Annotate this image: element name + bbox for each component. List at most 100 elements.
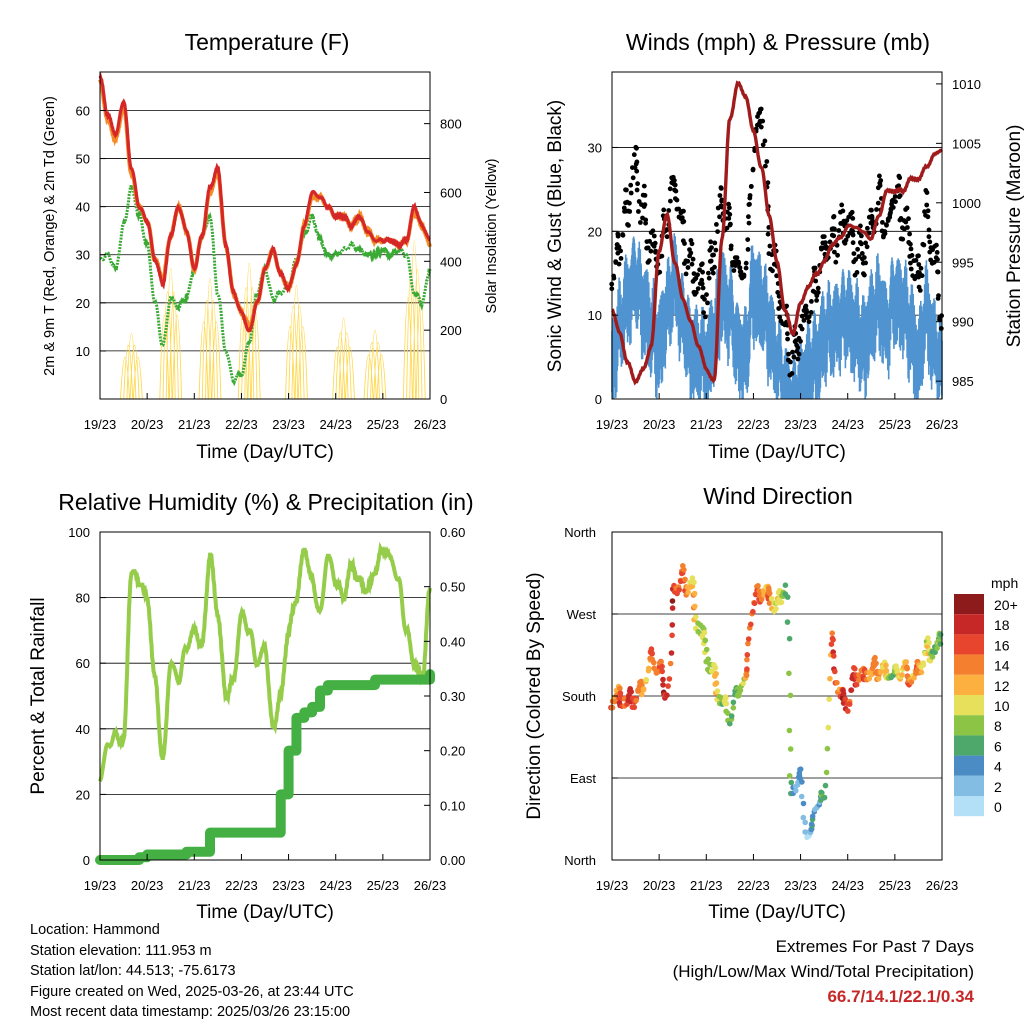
humidity-right-tick-label: 0.10 xyxy=(440,798,465,813)
time-tick-label: 21/23 xyxy=(690,878,723,893)
direction-point xyxy=(840,690,847,697)
gust-point xyxy=(727,212,733,217)
humidity-title: Relative Humidity (%) & Precipitation (i… xyxy=(58,489,473,515)
gust-point xyxy=(869,207,874,213)
direction-point xyxy=(852,666,858,672)
gust-point xyxy=(706,275,712,281)
gust-point xyxy=(784,303,789,309)
winds-xlabel: Time (Day/UTC) xyxy=(708,442,846,463)
gust-point xyxy=(620,232,626,238)
speed-legend-swatch xyxy=(954,796,984,817)
humidity-left-tick-label: 80 xyxy=(76,591,90,606)
time-tick-label: 21/23 xyxy=(690,417,723,432)
gust-point xyxy=(904,205,910,211)
gust-point xyxy=(683,271,689,277)
gust-point xyxy=(647,238,652,244)
temperature-left-ticks: 10 20 30 40 50 60 xyxy=(76,103,106,359)
gust-point xyxy=(887,214,893,220)
direction-point xyxy=(748,621,754,628)
direction-point xyxy=(823,769,830,776)
direction-point xyxy=(918,669,925,676)
gust-point xyxy=(839,202,845,208)
gust-point xyxy=(708,258,714,264)
winds-right-tick-label: 1000 xyxy=(952,196,981,211)
time-tick-label: 23/23 xyxy=(272,417,305,432)
direction-point xyxy=(750,608,756,615)
time-tick-label: 25/23 xyxy=(879,417,912,432)
direction-point xyxy=(784,619,791,625)
gust-point xyxy=(758,106,764,112)
humidity-time-ticks: 19/23 20/23 21/23 22/23 23/23 24/23 25/23 26/23 xyxy=(84,854,446,893)
direction-point xyxy=(667,660,674,667)
direction-point xyxy=(725,710,731,716)
gust-point xyxy=(672,178,677,183)
time-tick-label: 22/23 xyxy=(737,417,770,432)
gust-point xyxy=(877,183,883,188)
gust-point xyxy=(713,247,719,253)
temperature-right-tick-label: 400 xyxy=(440,254,462,269)
winds-right-tick-label: 1005 xyxy=(952,136,981,151)
gust-point xyxy=(682,241,687,246)
gust-point xyxy=(869,213,875,219)
time-tick-label: 19/23 xyxy=(84,417,117,432)
gust-point xyxy=(699,277,705,283)
direction-point xyxy=(631,704,638,711)
gust-point xyxy=(636,209,641,214)
gust-point xyxy=(750,166,756,172)
gust-point xyxy=(926,234,932,240)
direction-point xyxy=(786,635,793,642)
humidity-panel: Relative Humidity (%) & Precipitation (i… xyxy=(28,489,474,923)
time-tick-label: 20/23 xyxy=(131,417,164,432)
direction-point xyxy=(899,672,905,678)
direction-point xyxy=(743,672,750,679)
direction-point xyxy=(832,668,838,675)
direction-point xyxy=(786,727,793,734)
direction-point xyxy=(705,656,711,662)
direction-point xyxy=(808,821,815,827)
direction-point xyxy=(826,696,832,702)
direction-point xyxy=(831,653,837,659)
temperature-right-tick-label: 600 xyxy=(440,185,462,200)
humidity-left-tick-label: 100 xyxy=(68,525,90,540)
winds-left-ticks: 0 10 20 30 xyxy=(588,140,618,407)
direction-point xyxy=(903,659,909,665)
humidity-left-tick-label: 20 xyxy=(76,787,90,802)
gust-point xyxy=(704,292,709,297)
gust-point xyxy=(650,228,656,234)
direction-point xyxy=(755,583,761,589)
temperature-series xyxy=(98,72,432,400)
time-tick-label: 24/23 xyxy=(319,878,352,893)
direction-point xyxy=(766,600,773,606)
direction-point xyxy=(664,692,670,698)
humidity-frame xyxy=(99,531,431,861)
direction-point xyxy=(745,636,752,642)
direction-point xyxy=(658,659,664,665)
gust-point xyxy=(916,262,922,267)
gust-point xyxy=(774,273,779,279)
extremes-box: Extremes For Past 7 Days (High/Low/Max W… xyxy=(673,934,974,1009)
gust-point xyxy=(900,236,906,242)
gust-point xyxy=(864,244,870,250)
gust-point xyxy=(833,259,839,265)
speed-legend-swatch xyxy=(954,594,984,615)
direction-ylabel-left: Direction (Colored By Speed) xyxy=(524,572,545,819)
gust-point xyxy=(875,200,881,206)
direction-xlabel: Time (Day/UTC) xyxy=(708,902,846,923)
gust-point xyxy=(689,241,695,247)
gust-point xyxy=(855,246,860,252)
time-tick-label: 20/23 xyxy=(643,878,676,893)
gust-point xyxy=(659,253,665,259)
temperature-panel: Temperature (F) 10 20 30 40 50 60 0 200 400 600 8… xyxy=(42,29,500,463)
humidity-series xyxy=(95,541,435,865)
speed-legend-label: 6 xyxy=(994,738,1002,754)
gust-point xyxy=(635,181,640,187)
time-tick-label: 26/23 xyxy=(926,878,959,893)
gust-point xyxy=(832,249,837,255)
speed-legend-swatch xyxy=(954,735,984,756)
direction-point xyxy=(877,669,884,676)
direction-point xyxy=(784,594,791,600)
gust-point xyxy=(785,331,790,337)
temperature-title: Temperature (F) xyxy=(185,29,350,55)
gust-point xyxy=(711,252,716,258)
direction-point xyxy=(744,656,750,663)
